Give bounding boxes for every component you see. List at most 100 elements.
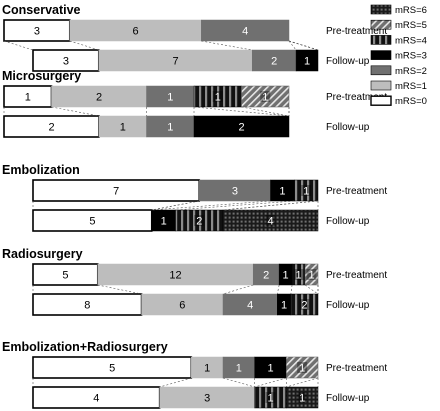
data-label: 1 [267, 363, 273, 375]
bar-segment-mrs-5 [286, 356, 319, 379]
bar-segment-mrs-5 [241, 85, 290, 108]
data-label: 4 [242, 26, 248, 38]
label-backdrop [212, 91, 223, 102]
bar-segment-mrs-5 [304, 263, 319, 286]
data-label: 4 [93, 393, 99, 405]
connector-line [193, 106, 290, 117]
legend-swatch [370, 4, 392, 15]
chart-legend: mRS=6 mRS=5 mRS=4 mRS=3 mRS=2 mRS=1 mRS=0 [370, 4, 427, 107]
data-label: 2 [96, 92, 102, 104]
data-label: 1 [299, 393, 305, 405]
connector-line [276, 284, 280, 295]
group-conservative: Conservative 3 6 4 Pre-treatment 3 7 2 1 Follow-u… [2, 3, 387, 72]
data-label: 1 [167, 92, 173, 104]
bar-segment-mrs-3 [295, 49, 319, 72]
bar-segment-mrs-2 [201, 19, 290, 42]
row-pre-treatment: 1 2 1 1 1 Pre-treatment [3, 85, 387, 108]
data-label: 1 [279, 186, 285, 198]
row-label: Pre-treatment [326, 270, 387, 281]
connector-line [3, 40, 34, 51]
data-label: 1 [304, 56, 310, 68]
row-follow-up: 3 7 2 1 Follow-up [32, 49, 370, 72]
bar-segment-mrs-4 [294, 179, 319, 202]
data-label: 2 [263, 270, 269, 282]
data-label: 5 [109, 363, 115, 375]
group-title: Conservative [2, 3, 81, 17]
data-label: 5 [62, 270, 68, 282]
data-label: 4 [267, 216, 273, 228]
bar-segment-mrs-6 [222, 209, 319, 232]
legend-swatch [370, 95, 392, 106]
row-label: Follow-up [326, 122, 370, 133]
data-label: 3 [232, 186, 238, 198]
data-label: 1 [262, 92, 268, 104]
data-label: 1 [161, 216, 167, 228]
data-label: 6 [132, 26, 138, 38]
row-label: Pre-treatment [326, 26, 387, 37]
data-label: 2 [271, 56, 277, 68]
legend-item-mrs-0: mRS=0 [370, 95, 427, 107]
label-backdrop [194, 215, 205, 226]
data-label: 3 [204, 393, 210, 405]
row-follow-up: 4 3 1 1 Follow-up [32, 386, 370, 409]
label-backdrop [260, 91, 271, 102]
connector-line [288, 40, 297, 51]
connector-line [175, 200, 295, 211]
connector-line [288, 40, 319, 51]
data-label: 1 [167, 122, 173, 134]
data-label: 1 [303, 186, 309, 198]
legend-item-mrs-3: mRS=3 [370, 50, 427, 62]
label-backdrop [265, 392, 276, 403]
connector-line [151, 200, 200, 211]
label-backdrop [301, 185, 312, 196]
label-backdrop [306, 269, 317, 280]
legend-label: mRS=3 [395, 51, 427, 62]
data-label: 12 [169, 270, 181, 282]
group-title: Embolization+Radiosurgery [2, 340, 168, 354]
legend-label: mRS=2 [395, 66, 427, 77]
legend-item-mrs-4: mRS=4 [370, 35, 427, 46]
bar-segment-mrs-3 [193, 115, 290, 138]
row-follow-up: 2 1 1 2 Follow-up [3, 115, 370, 138]
label-backdrop [293, 269, 304, 280]
row-follow-up: 8 6 4 1 2 Follow-up [32, 293, 370, 316]
legend-swatch [370, 35, 392, 45]
legend-item-mrs-2: mRS=2 [370, 65, 427, 77]
data-label: 1 [204, 363, 210, 375]
row-label: Pre-treatment [326, 363, 387, 374]
legend-item-mrs-5: mRS=5 [370, 19, 427, 31]
connector-line [151, 200, 271, 211]
data-label: 1 [25, 92, 31, 104]
data-label: 5 [89, 216, 95, 228]
row-label: Follow-up [326, 56, 370, 67]
legend-swatch [370, 80, 392, 91]
label-backdrop [297, 392, 308, 403]
connector-line [51, 106, 100, 117]
legend-item-mrs-6: mRS=6 [370, 4, 427, 16]
legend-swatch [370, 65, 392, 76]
chart-groups: Conservative 3 6 4 Pre-treatment 3 7 2 1 Follow-u… [2, 3, 387, 409]
connector-line [254, 377, 287, 388]
row-pre-treatment: 7 3 1 1 Pre-treatment [32, 179, 387, 202]
legend-label: mRS=5 [395, 20, 427, 31]
group-title: Microsurgery [2, 69, 81, 83]
row-pre-treatment: 3 6 4 Pre-treatment [3, 19, 387, 42]
row-pre-treatment: 5 12 2 1 1 1 Pre-treatment [32, 263, 387, 286]
label-backdrop [299, 299, 310, 310]
data-label: 1 [308, 270, 314, 282]
connector-line [97, 284, 142, 295]
data-label: 1 [215, 92, 221, 104]
connector-line [69, 40, 99, 51]
data-label: 1 [281, 300, 287, 312]
data-label: 7 [113, 186, 119, 198]
bar-segment-mrs-6 [286, 386, 319, 409]
legend-label: mRS=4 [395, 35, 427, 46]
connector-line [159, 377, 192, 388]
label-backdrop [297, 362, 308, 373]
row-label: Pre-treatment [326, 92, 387, 103]
row-pre-treatment: 5 1 1 1 1 Pre-treatment [32, 356, 387, 379]
group-embolization: Embolization 7 3 1 1 Pre-treatment 5 1 2 4 Follow-… [2, 163, 387, 232]
bar-segment-mrs-4 [290, 293, 319, 316]
